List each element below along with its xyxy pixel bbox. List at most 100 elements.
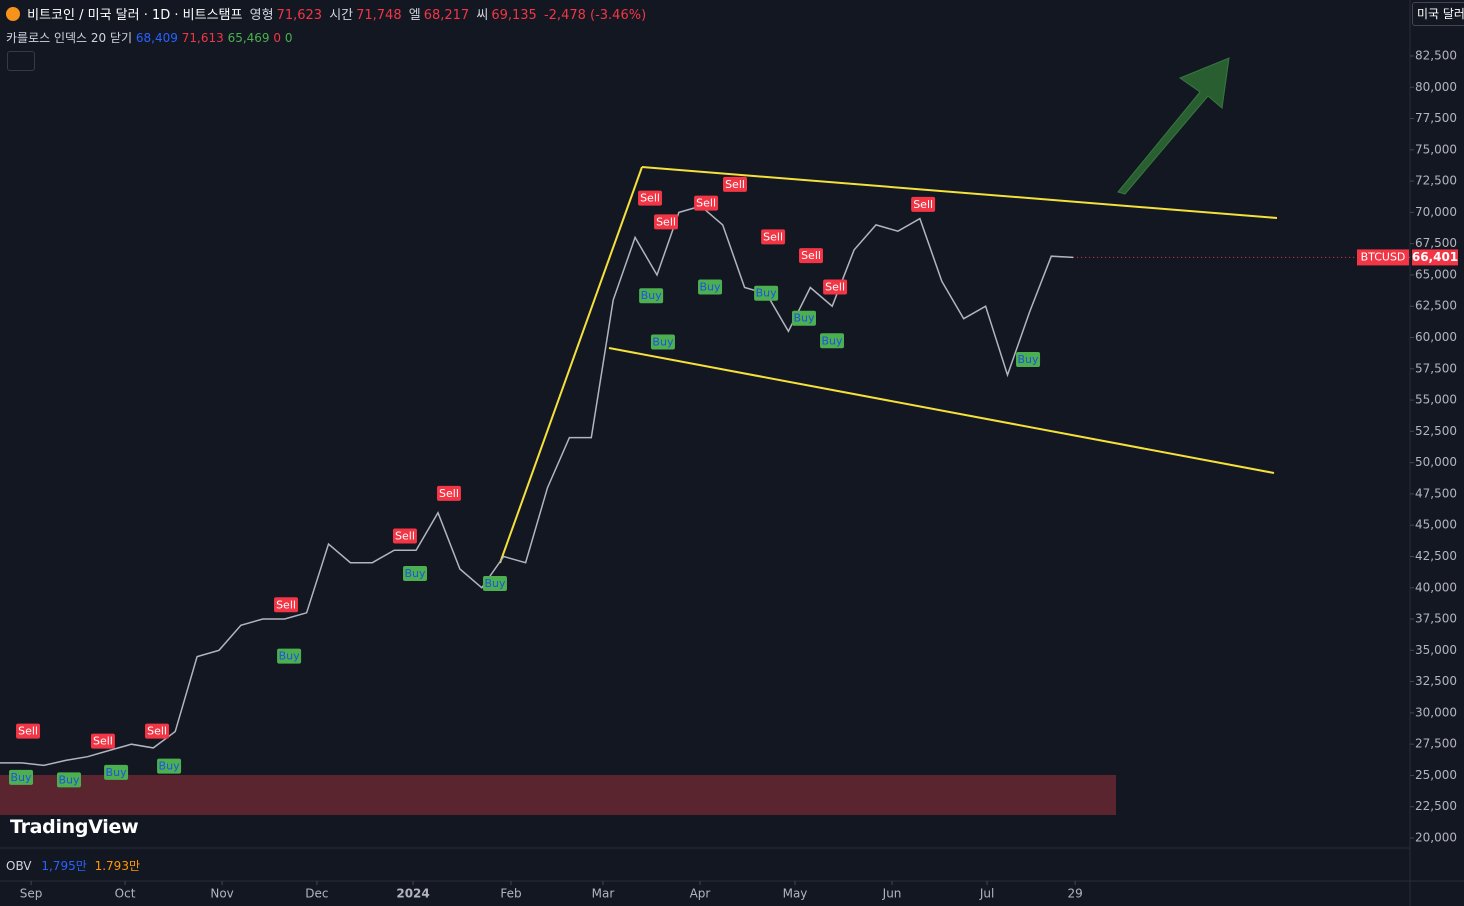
signal-box <box>1016 352 1041 368</box>
y-tick-label: 82,500 <box>1415 48 1457 62</box>
ohlc-value: 68,217 <box>423 8 470 23</box>
signal-box <box>911 196 936 212</box>
signal-label: Sell <box>395 529 415 542</box>
signal-label: Sell <box>640 192 660 205</box>
y-tick-label: 70,000 <box>1415 205 1457 219</box>
signal-box <box>104 764 129 780</box>
signal-label: Buy <box>822 334 844 347</box>
symbol: 비트코인 / 미국 달러 · 1D · 비트스탬프 <box>27 8 243 23</box>
signal-box <box>403 565 428 581</box>
trendline <box>608 347 1275 474</box>
signal-label: Sell <box>147 725 167 738</box>
signal-box <box>639 288 664 304</box>
signal-label: Buy <box>159 760 181 773</box>
signal-box <box>157 758 182 774</box>
signal-label: Buy <box>641 289 663 302</box>
symbol-tag-box <box>1357 249 1409 266</box>
signal-box <box>654 214 679 230</box>
signal-label: Buy <box>279 650 301 663</box>
signal-box <box>90 733 115 749</box>
y-tick-label: 52,500 <box>1415 424 1457 438</box>
x-tick-label: Jul <box>979 887 994 901</box>
signal-box <box>698 279 723 295</box>
ohlc-label: 씨 <box>476 8 489 23</box>
y-tick-label: 65,000 <box>1415 267 1457 281</box>
y-tick-label: 67,500 <box>1415 236 1457 250</box>
x-tick-label: Jun <box>882 887 902 901</box>
signal-label: Sell <box>825 280 845 293</box>
signal-box <box>9 769 34 785</box>
currency-button[interactable]: 미국 달러 <box>1412 2 1464 26</box>
indicator-value: 0 <box>284 31 293 45</box>
signal-box <box>694 195 719 211</box>
x-tick-label: Apr <box>690 887 711 901</box>
y-tick-label: 80,000 <box>1415 80 1457 94</box>
signal-label: Sell <box>656 215 676 228</box>
arrow <box>1117 57 1230 195</box>
signal-box <box>56 772 81 788</box>
signal-box <box>650 334 675 350</box>
x-tick-label: Mar <box>592 887 615 901</box>
signal-box <box>761 229 786 245</box>
signal-box <box>436 485 461 501</box>
signal-box <box>16 723 41 739</box>
x-tick-label: Sep <box>20 887 43 901</box>
change: -2,478 (-3.46%) <box>543 8 647 23</box>
ohlc-label: 영형 <box>249 8 274 23</box>
y-tick-label: 60,000 <box>1415 330 1457 344</box>
signal-label: Buy <box>793 312 815 325</box>
y-tick-label: 27,500 <box>1415 737 1457 751</box>
signal-label: Buy <box>1018 353 1040 366</box>
y-tick-label: 55,000 <box>1415 393 1457 407</box>
signal-box <box>799 248 824 264</box>
signal-box <box>145 723 170 739</box>
x-tick-label: Nov <box>210 887 233 901</box>
y-tick-label: 50,000 <box>1415 455 1457 469</box>
signal-label: Sell <box>801 249 821 262</box>
indicator: 카를로스 인덱스 20 닫기 68,409 71,613 65,469 0 0 <box>6 29 293 46</box>
signal-label: Buy <box>700 280 722 293</box>
ohlc-value: 71,623 <box>276 8 323 23</box>
y-tick-label: 57,500 <box>1415 361 1457 375</box>
obv-value: 1.793만 <box>94 859 140 873</box>
zone <box>0 775 1116 815</box>
last-price-box <box>1412 249 1458 266</box>
signal-box <box>791 310 816 326</box>
trendline <box>499 166 643 564</box>
y-tick-label: 40,000 <box>1415 580 1457 594</box>
y-tick-label: 62,500 <box>1415 299 1457 313</box>
symbol-tag: BTCUSD <box>1361 250 1406 263</box>
signal-label: Sell <box>276 598 296 611</box>
signal-box <box>392 528 417 544</box>
y-tick-label: 20,000 <box>1415 830 1457 844</box>
price-line <box>0 205 1074 767</box>
y-tick-label: 45,000 <box>1415 518 1457 532</box>
signal-label: Sell <box>913 198 933 211</box>
coin-icon <box>6 7 20 21</box>
signal-box <box>274 597 299 613</box>
signal-label: Sell <box>18 725 38 738</box>
indicator-name: 카를로스 인덱스 20 닫기 <box>6 31 133 45</box>
signal-label: Buy <box>756 287 778 300</box>
trendline <box>641 166 1278 219</box>
signal-label: Buy <box>106 766 128 779</box>
obv-name: OBV <box>6 859 32 873</box>
logo: TradingView <box>10 816 139 838</box>
ohlc-label: 엘 <box>408 8 421 23</box>
signal-label: Buy <box>652 336 674 349</box>
signal-label: Buy <box>405 567 427 580</box>
y-tick-label: 22,500 <box>1415 799 1457 813</box>
indicator-value: 65,469 <box>227 31 270 45</box>
ohlc-label: 시간 <box>329 8 354 23</box>
collapse-button[interactable] <box>7 51 35 71</box>
header: 비트코인 / 미국 달러 · 1D · 비트스탬프 영형 71,623 시간 71,… <box>6 4 649 23</box>
y-tick-label: 42,500 <box>1415 549 1457 563</box>
signal-label: Sell <box>93 735 113 748</box>
y-tick-label: 37,500 <box>1415 612 1457 626</box>
obv-legend: OBV 1,795만 1.793만 <box>6 857 140 874</box>
signal-box <box>482 575 507 591</box>
signal-label: Buy <box>11 771 33 784</box>
indicator-value: 71,613 <box>181 31 224 45</box>
